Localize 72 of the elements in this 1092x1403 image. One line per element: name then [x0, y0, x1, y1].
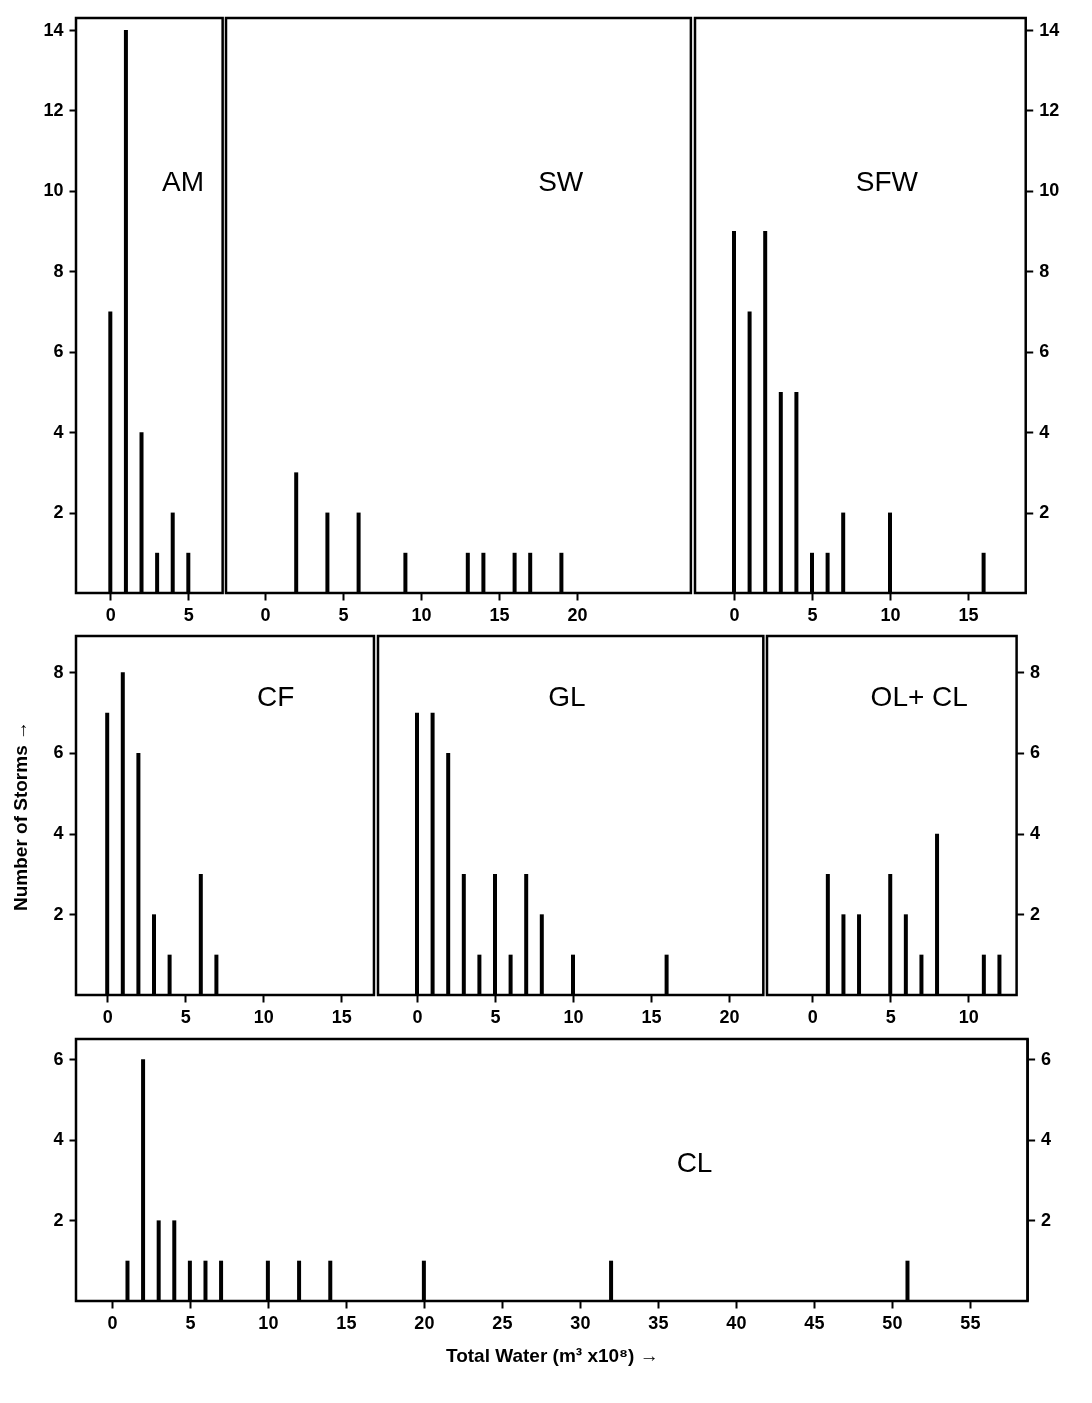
y2-tick-label: 14: [1039, 19, 1060, 40]
x-tick-label: 0: [102, 1006, 113, 1027]
x-tick-label: 15: [489, 604, 510, 625]
y-tick-label: 10: [43, 180, 64, 201]
x-tick-label: 0: [107, 1312, 118, 1333]
y2-tick-label: 2: [1041, 1209, 1052, 1230]
x-tick-label: 10: [258, 1312, 279, 1333]
x-tick-label: 15: [958, 604, 979, 625]
y2-tick-label: 6: [1041, 1048, 1052, 1069]
x-tick-label: 5: [338, 604, 349, 625]
x-tick-label: 10: [880, 604, 901, 625]
y-tick-label: 4: [53, 1129, 64, 1150]
x-tick-label: 10: [563, 1006, 584, 1027]
y2-tick-label: 6: [1030, 742, 1041, 763]
y2-tick-label: 2: [1039, 502, 1050, 523]
x-tick-label: 10: [411, 604, 432, 625]
y2-tick-label: 8: [1039, 260, 1050, 281]
x-tick-label: 5: [185, 1312, 196, 1333]
x-tick-label: 0: [807, 1006, 818, 1027]
y2-tick-label: 12: [1039, 99, 1060, 120]
x-tick-label: 15: [331, 1006, 352, 1027]
x-tick-label: 45: [804, 1312, 825, 1333]
y-tick-label: 14: [43, 19, 64, 40]
y2-tick-label: 4: [1041, 1129, 1052, 1150]
y2-tick-label: 8: [1030, 661, 1041, 682]
y-tick-label: 8: [53, 260, 64, 281]
y-tick-label: 2: [53, 903, 64, 924]
y-tick-label: 12: [43, 99, 64, 120]
x-tick-label: 55: [960, 1312, 981, 1333]
x-tick-label: 25: [492, 1312, 513, 1333]
x-tick-label: 20: [567, 604, 588, 625]
text: SW: [538, 166, 584, 197]
x-tick-label: 30: [570, 1312, 591, 1333]
x-tick-label: 35: [648, 1312, 669, 1333]
y-tick-label: 4: [53, 823, 64, 844]
x-tick-label: 15: [641, 1006, 662, 1027]
y2-tick-label: 10: [1039, 180, 1060, 201]
y-tick-label: 2: [53, 1209, 64, 1230]
y2-tick-label: 4: [1039, 421, 1050, 442]
y-tick-label: 6: [53, 341, 64, 362]
x-tick-label: 10: [253, 1006, 274, 1027]
y2-tick-label: 2: [1030, 903, 1041, 924]
x-tick-label: 5: [180, 1006, 191, 1027]
y-axis-title: Number of Storms →: [10, 720, 32, 912]
x-tick-label: 10: [958, 1006, 979, 1027]
y2-tick-label: 6: [1039, 341, 1050, 362]
y-tick-label: 6: [53, 1048, 64, 1069]
text: AM: [162, 166, 205, 197]
y-tick-label: 8: [53, 661, 64, 682]
x-tick-label: 0: [729, 604, 740, 625]
x-tick-label: 0: [412, 1006, 423, 1027]
y-tick-label: 6: [53, 742, 64, 763]
text: CF: [256, 681, 295, 712]
y-tick-label: 2: [53, 502, 64, 523]
x-tick-label: 0: [260, 604, 271, 625]
x-tick-label: 50: [882, 1312, 903, 1333]
text: CL: [676, 1147, 713, 1178]
y2-tick-label: 4: [1030, 823, 1041, 844]
text: SFW: [855, 166, 919, 197]
text: GL: [548, 681, 586, 712]
x-tick-label: 5: [183, 604, 194, 625]
y-tick-label: 4: [53, 421, 64, 442]
x-tick-label: 5: [885, 1006, 896, 1027]
x-tick-label: 0: [105, 604, 116, 625]
x-tick-label: 15: [336, 1312, 357, 1333]
text: OL+ CL: [870, 681, 968, 712]
x-tick-label: 40: [726, 1312, 747, 1333]
x-tick-label: 20: [719, 1006, 740, 1027]
x-tick-label: 5: [490, 1006, 501, 1027]
x-tick-label: 5: [807, 604, 818, 625]
x-axis-title: Total Water (m³ x10⁸) →: [445, 1344, 659, 1366]
x-tick-label: 20: [414, 1312, 435, 1333]
